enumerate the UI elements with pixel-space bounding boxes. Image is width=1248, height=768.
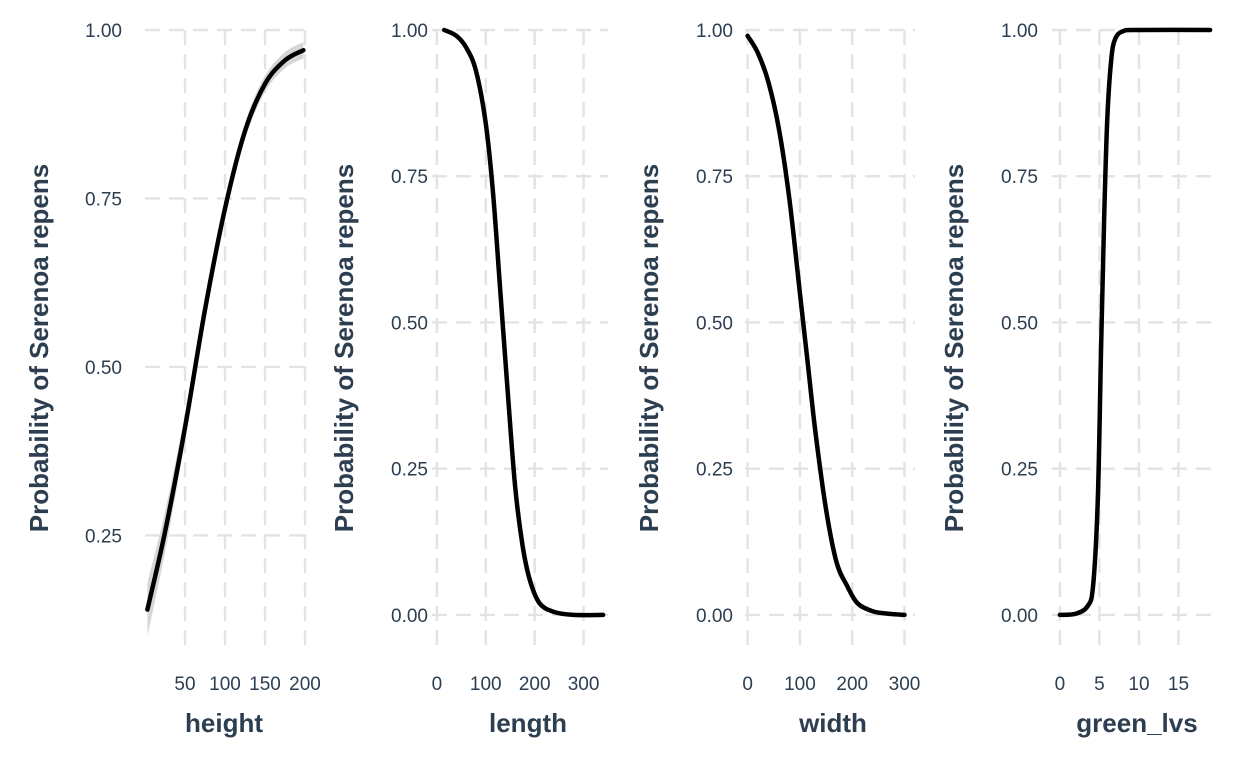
x-tick-label: 200 xyxy=(289,674,321,695)
panel-width: 0.00 0.25 0.50 0.75 1.00 0 100 200 300 width Proba… xyxy=(634,21,920,738)
x-tick-label: 200 xyxy=(519,674,551,695)
x-tick-label: 50 xyxy=(174,674,195,695)
y-tick-label: 0.75 xyxy=(85,189,122,210)
x-tick-label: 150 xyxy=(249,674,281,695)
y-tick-label: 0.25 xyxy=(85,526,122,547)
panel-height: 0.25 0.50 0.75 1.00 50 100 150 200 height Probabi… xyxy=(24,21,321,738)
x-tick-label: 0 xyxy=(432,674,443,695)
y-tick-label: 0.25 xyxy=(391,460,428,481)
y-axis-label: Probability of Serenoa repens xyxy=(634,164,664,532)
y-axis-label: Probability of Serenoa repens xyxy=(329,164,359,532)
y-tick-label: 0.50 xyxy=(85,358,122,379)
y-tick-label: 1.00 xyxy=(85,21,122,42)
x-axis-label: height xyxy=(185,708,263,738)
y-tick-label: 0.00 xyxy=(1001,606,1038,627)
y-tick-label: 0.50 xyxy=(696,313,733,334)
y-tick-label: 0.75 xyxy=(391,167,428,188)
y-tick-label: 1.00 xyxy=(696,21,733,42)
x-axis-label: length xyxy=(489,708,567,738)
x-axis-label: width xyxy=(798,708,867,738)
probability-curve xyxy=(145,47,306,612)
x-tick-label: 100 xyxy=(784,674,816,695)
y-axis-label: Probability of Serenoa repens xyxy=(939,164,969,532)
y-axis-label: Probability of Serenoa repens xyxy=(24,164,54,532)
x-tick-label: 100 xyxy=(470,674,502,695)
x-tick-label: 300 xyxy=(889,674,921,695)
y-tick-label: 0.25 xyxy=(1001,460,1038,481)
probability-curve xyxy=(1057,27,1213,618)
x-tick-label: 0 xyxy=(742,674,753,695)
x-tick-label: 15 xyxy=(1168,674,1189,695)
x-axis-label: green_lvs xyxy=(1076,708,1197,738)
y-tick-label: 0.75 xyxy=(696,167,733,188)
y-tick-label: 1.00 xyxy=(1001,21,1038,42)
y-tick-label: 0.25 xyxy=(696,460,733,481)
x-tick-label: 300 xyxy=(568,674,600,695)
y-tick-label: 0.50 xyxy=(1001,313,1038,334)
x-tick-label: 0 xyxy=(1055,674,1066,695)
y-tick-label: 1.00 xyxy=(391,21,428,42)
probability-curve xyxy=(441,27,606,618)
x-tick-label: 10 xyxy=(1128,674,1149,695)
x-tick-label: 100 xyxy=(209,674,241,695)
probability-curve xyxy=(745,33,907,618)
y-tick-label: 0.75 xyxy=(1001,167,1038,188)
y-tick-label: 0.50 xyxy=(391,313,428,334)
x-tick-label: 200 xyxy=(836,674,868,695)
panel-green_lvs: 0.00 0.25 0.50 0.75 1.00 0 5 10 15 green_lvs Proba… xyxy=(939,21,1218,738)
x-tick-label: 5 xyxy=(1094,674,1105,695)
y-tick-label: 0.00 xyxy=(696,606,733,627)
y-tick-label: 0.00 xyxy=(391,606,428,627)
